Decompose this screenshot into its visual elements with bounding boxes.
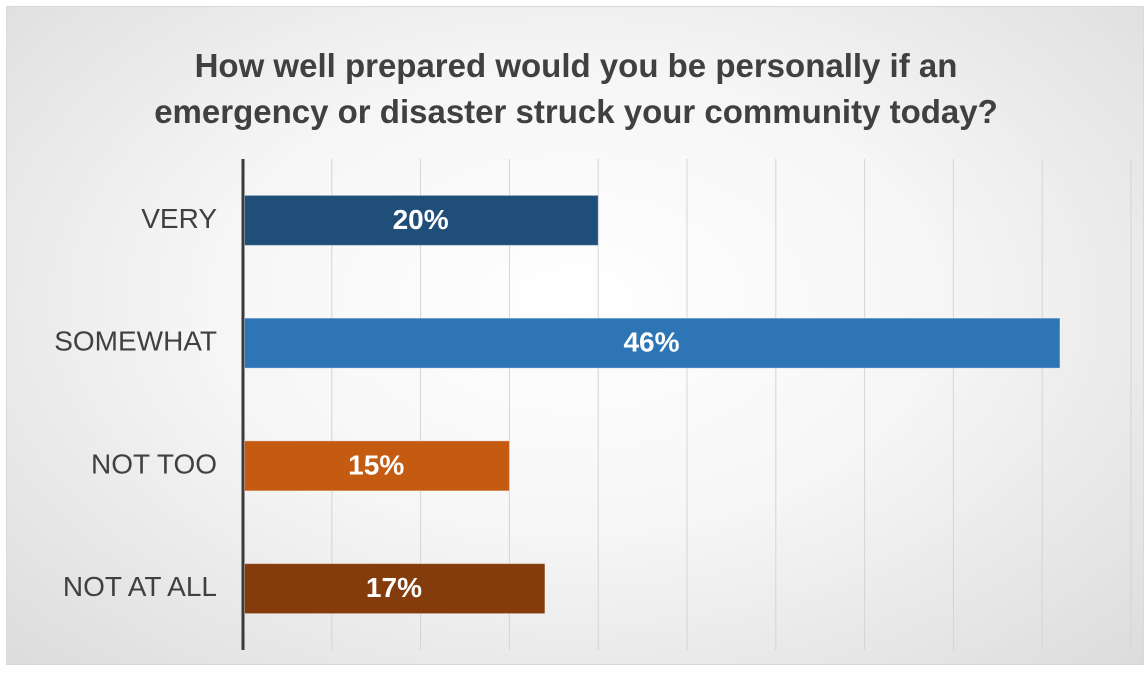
chart-title-line-2: emergency or disaster struck your commun… bbox=[154, 93, 998, 130]
bar-very bbox=[244, 194, 599, 246]
bar-not-too bbox=[244, 440, 510, 492]
data-label: 15% bbox=[348, 449, 404, 480]
chart-title: How well prepared would you be personall… bbox=[7, 43, 1145, 135]
category-label: NOT AT ALL bbox=[63, 571, 217, 602]
category-label: SOMEWHAT bbox=[54, 326, 217, 357]
data-label: 20% bbox=[393, 204, 449, 235]
chart-frame: How well prepared would you be personall… bbox=[6, 6, 1144, 665]
category-label: NOT TOO bbox=[91, 448, 217, 479]
bar-not-at-all bbox=[244, 563, 546, 615]
bar-chart: 20% VERY 46% SOMEWHAT 15% NOT TOO 17% NOT AT AL… bbox=[54, 159, 1132, 650]
data-label: 17% bbox=[366, 572, 422, 603]
category-label: VERY bbox=[141, 203, 217, 234]
data-label: 46% bbox=[623, 327, 679, 358]
chart-title-line-1: How well prepared would you be personall… bbox=[194, 47, 958, 84]
bar-somewhat bbox=[244, 317, 1061, 369]
